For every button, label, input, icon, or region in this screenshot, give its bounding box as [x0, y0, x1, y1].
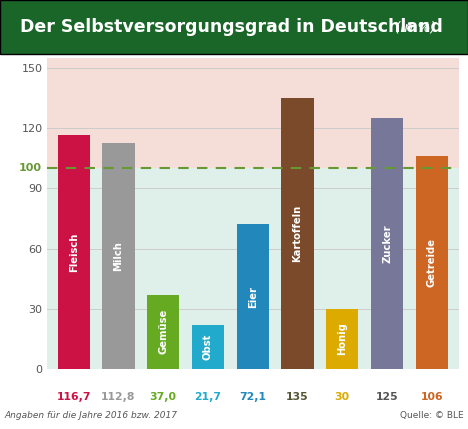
- Text: 112,8: 112,8: [101, 392, 136, 402]
- Text: Eier: Eier: [248, 286, 258, 308]
- Text: Kartoffeln: Kartoffeln: [292, 205, 302, 262]
- Bar: [102, 142, 134, 369]
- Bar: [416, 156, 448, 369]
- Bar: [326, 309, 358, 369]
- Text: Gemüse: Gemüse: [158, 309, 168, 354]
- Text: Honig: Honig: [337, 323, 347, 355]
- Text: 106: 106: [420, 392, 443, 402]
- Text: Obst: Obst: [203, 334, 213, 360]
- Text: 30: 30: [335, 392, 350, 402]
- Text: 100: 100: [18, 163, 42, 173]
- Text: Der Selbstversorgungsgrad in Deutschland: Der Selbstversorgungsgrad in Deutschland: [20, 18, 448, 36]
- Bar: [281, 98, 314, 369]
- Text: 135: 135: [286, 392, 309, 402]
- Text: Quelle: © BLE: Quelle: © BLE: [400, 411, 463, 420]
- Bar: [237, 224, 269, 369]
- Bar: [147, 295, 179, 369]
- Text: 116,7: 116,7: [57, 392, 91, 402]
- Text: Getreide: Getreide: [427, 238, 437, 287]
- Text: Zucker: Zucker: [382, 224, 392, 263]
- Bar: [58, 135, 90, 369]
- Text: 125: 125: [376, 392, 398, 402]
- Text: Angaben für die Jahre 2016 bzw. 2017: Angaben für die Jahre 2016 bzw. 2017: [5, 411, 178, 420]
- Text: Milch: Milch: [113, 241, 124, 271]
- Bar: [47, 58, 459, 168]
- Text: Fleisch: Fleisch: [69, 232, 79, 272]
- Bar: [192, 325, 224, 369]
- Bar: [371, 118, 403, 369]
- Text: 72,1: 72,1: [239, 392, 266, 402]
- Text: 37,0: 37,0: [150, 392, 177, 402]
- Text: 21,7: 21,7: [195, 392, 221, 402]
- Text: (in %): (in %): [395, 20, 436, 34]
